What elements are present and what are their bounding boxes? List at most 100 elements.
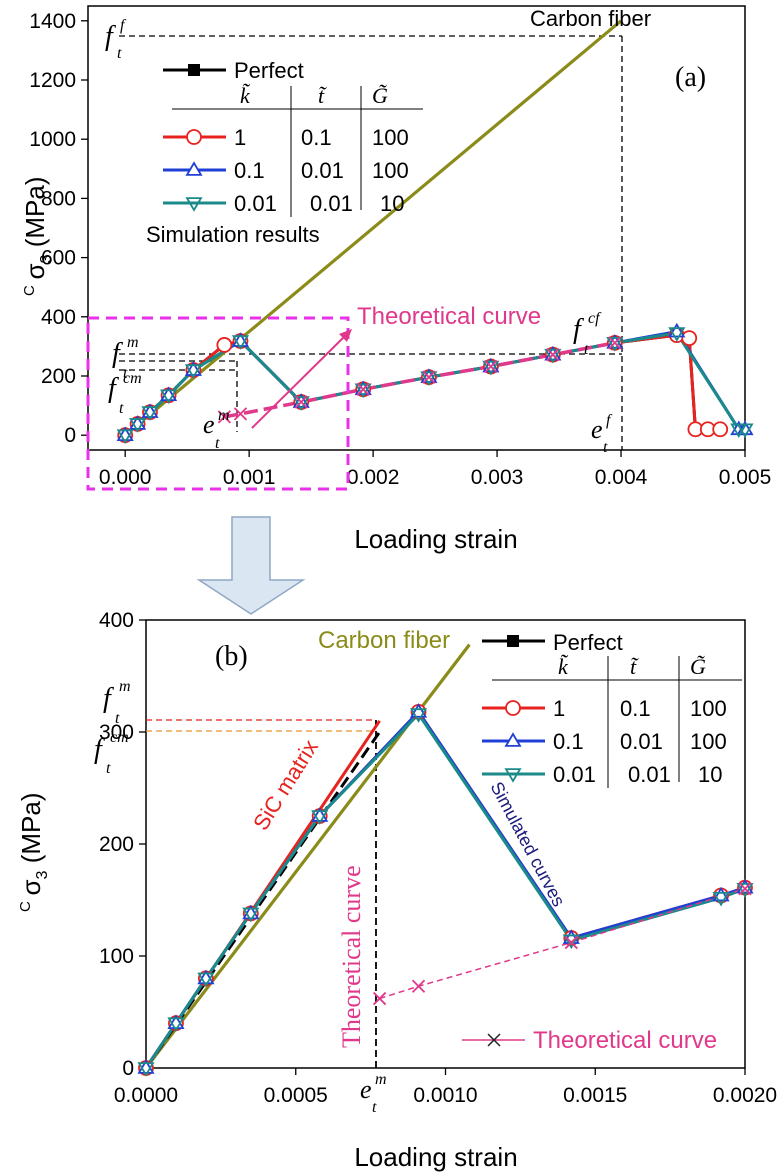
panel-a-ftm-label: f m t — [112, 334, 139, 382]
panel-b-ftm-label: f m t — [103, 678, 131, 727]
a-legend-marker-triangle-up — [185, 161, 203, 176]
panel-b: 0.0000 0.0005 0.0010 0.0015 0.0020 0 100 200 300… — [16, 609, 777, 1172]
b-xtick-label-0: 0.0000 — [114, 1084, 178, 1107]
a-ytick-label-5: 1000 — [29, 128, 76, 151]
b-ytick-label-1: 100 — [99, 945, 134, 968]
b-series-6-point-1 — [411, 979, 426, 993]
svg-text:t: t — [603, 439, 608, 456]
b-series-5-point-7 — [712, 891, 730, 907]
a-xtick-label-0: 0.000 — [99, 466, 152, 489]
b-series-6-point-0 — [372, 991, 387, 1006]
svg-text:m: m — [375, 1071, 387, 1088]
b-series-6-line — [379, 888, 746, 1000]
a-series-4-point-2 — [141, 406, 159, 421]
b-series-5-point-8 — [736, 883, 754, 898]
panel-b-legend-perfect-label: Perfect — [553, 630, 623, 655]
panel-a-plot-frame — [87, 5, 746, 451]
a-legend-marker-triangle-down — [185, 197, 203, 212]
panel-a-label: (a) — [675, 62, 706, 93]
panel-b-legend-row3-t: 0.01 — [628, 762, 671, 787]
b-series-5-point-5 — [409, 708, 428, 723]
panel-b-legend-row2-t: 0.01 — [620, 729, 663, 754]
a-ytick-label-1: 200 — [41, 365, 76, 388]
svg-text:C: C — [21, 285, 38, 296]
panel-b-legend-row3-G: 10 — [698, 762, 722, 787]
a-ytick-label-3: 600 — [41, 247, 76, 270]
panel-a-xlabel: Loading strain — [354, 524, 517, 554]
svg-text:t: t — [115, 710, 120, 727]
panel-b-legend-markers — [504, 700, 522, 783]
a-series-5-point-1 — [233, 407, 248, 421]
a-series-2-point-5 — [216, 337, 233, 353]
b-series-5-point-1 — [167, 1017, 185, 1032]
svg-text:t: t — [215, 435, 220, 452]
a-xtick-label-5: 0.005 — [719, 466, 772, 489]
panel-a-legend-row1-t: 0.1 — [301, 125, 332, 150]
a-series-4-point-11 — [606, 337, 624, 352]
a-series-5-point-0 — [217, 410, 231, 424]
panel-b-legend-row1-k: 1 — [553, 696, 565, 721]
panel-a-theory-arrowhead — [339, 329, 352, 342]
a-xtick-label-1: 0.001 — [223, 466, 276, 489]
panel-a-theory-arrow — [251, 333, 348, 429]
panel-b-ylabel: σ3 (MPa) C — [16, 793, 51, 912]
b-legend-marker-triangle-up — [504, 732, 522, 747]
b-xtick-label-4: 0.0020 — [713, 1084, 777, 1107]
b-legend-marker-circle — [505, 700, 521, 716]
svg-text:t: t — [106, 760, 111, 777]
b-series-2-line — [144, 731, 381, 1069]
panel-b-theoretical-vertical-label: Theoretical curve — [337, 865, 366, 1048]
panel-a-markers — [116, 322, 754, 444]
a-series-5-point-3 — [356, 382, 370, 396]
a-series-4-point-12 — [668, 327, 686, 342]
panel-b-label: (b) — [215, 641, 248, 672]
panel-b-legend-theory-marker — [487, 1033, 501, 1047]
panel-a-etm-label: e m t — [203, 407, 230, 452]
svg-text:t: t — [584, 341, 589, 358]
svg-text:σ3 (MPa): σ3 (MPa) — [16, 793, 51, 896]
svg-text:f: f — [94, 734, 105, 765]
svg-text:f: f — [606, 412, 613, 429]
b-ytick-label-3: 300 — [99, 721, 134, 744]
panel-a-legend: Perfect k̃ t̃ G̃ 1 0.1 100 0.1 0.01 100 … — [146, 58, 423, 247]
panel-b-markers — [137, 703, 754, 1077]
a-series-4-point-7 — [354, 383, 372, 399]
panel-b-legend-col-k: k̃ — [558, 654, 569, 679]
panel-a-legend-row3-t: 0.01 — [310, 191, 353, 216]
a-series-5-point-2 — [294, 395, 308, 409]
a-ytick-label-2: 400 — [41, 306, 76, 329]
svg-text:e: e — [360, 1075, 372, 1104]
b-ytick-label-4: 400 — [99, 609, 134, 632]
panel-a-legend-row3-G: 10 — [380, 191, 404, 216]
svg-text:t: t — [119, 400, 124, 417]
panel-b-legend: Perfect k̃ t̃ G̃ 1 0.1 100 0.1 0.01 100 … — [462, 630, 742, 1054]
b-series-5-point-0 — [137, 1062, 155, 1077]
a-series-0-line — [124, 19, 623, 437]
b-series-6-point-3 — [738, 882, 752, 896]
a-series-4-point-6 — [292, 396, 310, 411]
panel-a-legend-row2-k: 0.1 — [234, 158, 265, 183]
panel-a-legend-markers — [185, 129, 203, 212]
svg-text:f: f — [105, 21, 116, 52]
b-xtick-label-3: 0.0015 — [563, 1084, 627, 1107]
panel-b-plot-frame — [145, 619, 746, 1069]
a-series-4-point-1 — [129, 418, 147, 433]
svg-text:cm: cm — [110, 729, 129, 746]
panel-b-legend-row3-k: 0.01 — [553, 762, 596, 787]
panel-a-zoom-box — [86, 316, 350, 491]
panel-a-ylabel: σ3 (MPa) C — [20, 177, 55, 296]
panel-b-series — [144, 643, 746, 1069]
a-series-4-point-9 — [482, 360, 500, 376]
a-series-4-point-14 — [736, 423, 754, 439]
panel-b-legend-col-t: t̃ — [630, 654, 639, 679]
panel-a-legend-col-k: k̃ — [240, 83, 251, 108]
panel-a-legend-col-t: t̃ — [318, 83, 327, 108]
b-xtick-label-1: 0.0005 — [264, 1084, 328, 1107]
a-xtick-label-3: 0.003 — [471, 466, 524, 489]
svg-text:f: f — [108, 373, 119, 404]
a-series-4-point-5 — [231, 335, 250, 350]
panel-a-simulation-results-label: Simulation results — [146, 222, 320, 247]
panel-a-carbon-fiber-label: Carbon fiber — [530, 6, 651, 31]
panel-a-reference-lines — [119, 35, 623, 450]
